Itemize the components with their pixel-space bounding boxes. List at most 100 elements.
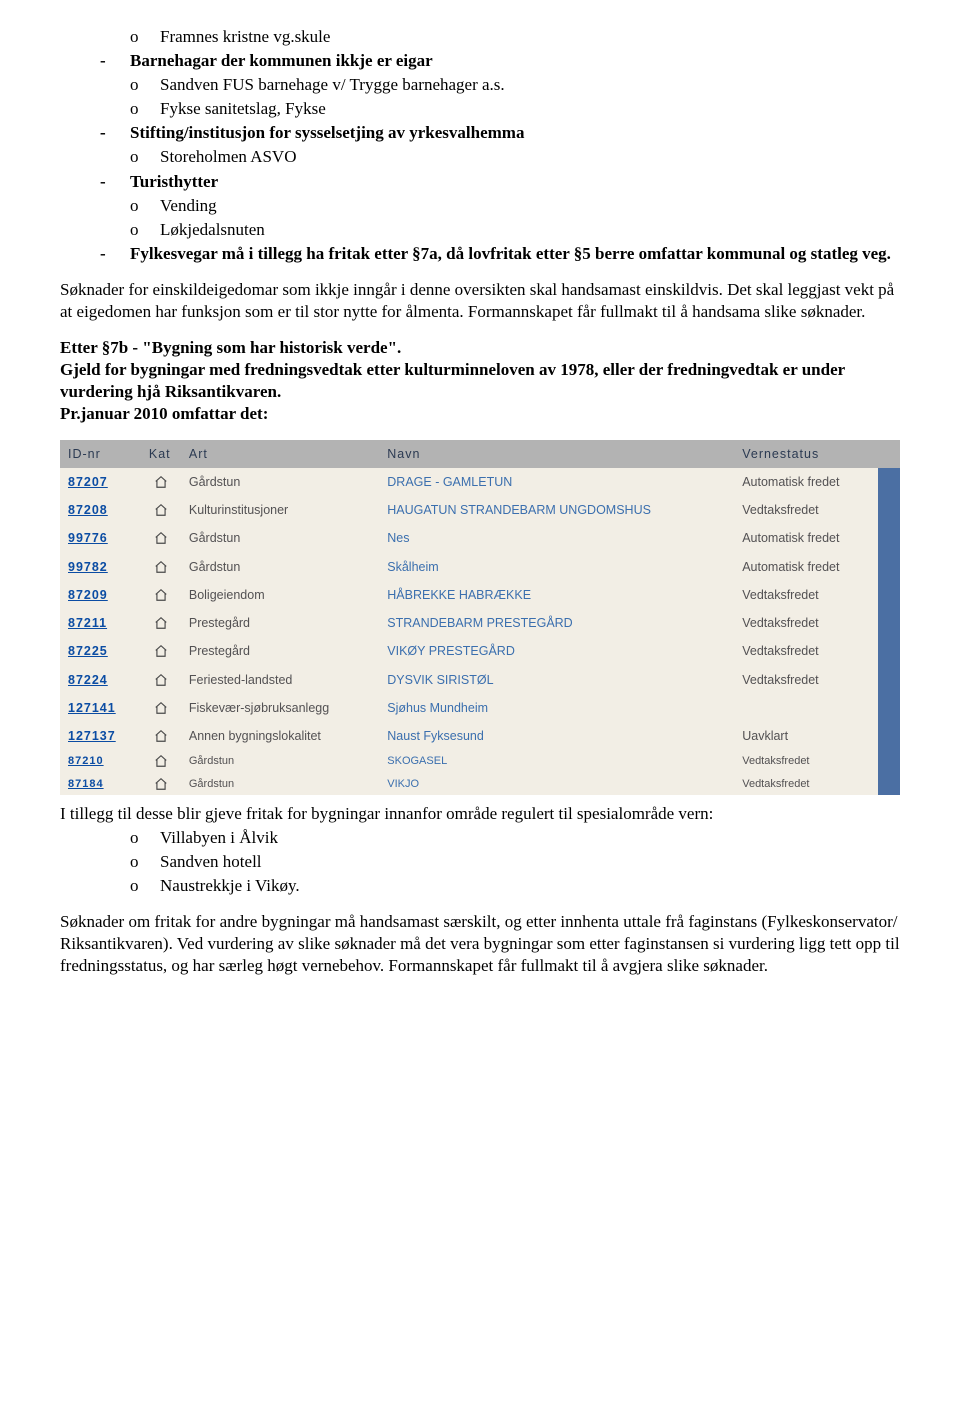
house-icon xyxy=(149,644,173,658)
list-item: Sandven FUS barnehage v/ Trygge barnehag… xyxy=(60,74,900,96)
house-icon xyxy=(149,673,173,687)
cell-art: Prestegård xyxy=(181,637,379,665)
list-item: Stifting/institusjon for sysselsetjing a… xyxy=(60,122,900,144)
cell-navn: STRANDEBARM PRESTEGÅRD xyxy=(379,609,734,637)
cell-kat xyxy=(141,773,181,795)
cell-status: Automatisk fredet xyxy=(734,468,878,496)
id-link[interactable]: 87224 xyxy=(68,673,108,687)
house-icon xyxy=(149,475,173,489)
house-icon xyxy=(149,777,173,791)
cell-id: 87208 xyxy=(60,496,141,524)
list-item: Turisthytter xyxy=(60,171,900,193)
cell-navn: Naust Fyksesund xyxy=(379,722,734,750)
cell-kat xyxy=(141,496,181,524)
list-item: Barnehagar der kommunen ikkje er eigar xyxy=(60,50,900,72)
table-row: 87208KulturinstitusjonerHAUGATUN STRANDE… xyxy=(60,496,900,524)
id-link[interactable]: 127141 xyxy=(68,701,116,715)
heritage-table: ID-nr Kat Art Navn Vernestatus 87207 Gård… xyxy=(60,440,900,795)
cell-kat xyxy=(141,750,181,772)
id-link[interactable]: 87211 xyxy=(68,616,107,630)
cell-navn: Skålheim xyxy=(379,553,734,581)
id-link[interactable]: 99782 xyxy=(68,560,108,574)
cell-art: Gårdstun xyxy=(181,773,379,795)
cell-navn: VIKJO xyxy=(379,773,734,795)
cell-navn: VIKØY PRESTEGÅRD xyxy=(379,637,734,665)
cell-status: Automatisk fredet xyxy=(734,524,878,552)
section-heading: Etter §7b - "Bygning som har historisk v… xyxy=(60,337,900,425)
cell-kat xyxy=(141,694,181,722)
list-item: Framnes kristne vg.skule xyxy=(60,26,900,48)
house-icon xyxy=(149,701,173,715)
id-link[interactable]: 87184 xyxy=(68,778,104,790)
cell-art: Gårdstun xyxy=(181,750,379,772)
cell-status: Automatisk fredet xyxy=(734,553,878,581)
table-row: 127141Fiskevær-sjøbruksanleggSjøhus Mund… xyxy=(60,694,900,722)
house-icon xyxy=(149,754,173,768)
col-art: Art xyxy=(181,440,379,468)
id-link[interactable]: 87225 xyxy=(68,644,108,658)
cell-bar xyxy=(878,750,900,772)
list-item: Sandven hotell xyxy=(60,851,900,873)
after-table-text: I tillegg til desse blir gjeve fritak fo… xyxy=(60,803,900,825)
cell-id: 87184 xyxy=(60,773,141,795)
paragraph-1: Søknader for einskildeigedomar som ikkje… xyxy=(60,279,900,323)
table-row: 99782GårdstunSkålheimAutomatisk fredet xyxy=(60,553,900,581)
list-item: Naustrekkje i Vikøy. xyxy=(60,875,900,897)
list-item: Fylkesvegar må i tillegg ha fritak etter… xyxy=(60,243,900,265)
cell-id: 87211 xyxy=(60,609,141,637)
cell-bar xyxy=(878,496,900,524)
cell-bar xyxy=(878,609,900,637)
cell-kat xyxy=(141,609,181,637)
cell-status: Vedtaksfredet xyxy=(734,496,878,524)
table-row: 87207GårdstunDRAGE - GAMLETUNAutomatisk … xyxy=(60,468,900,496)
cell-navn: Nes xyxy=(379,524,734,552)
heading-line-2: Gjeld for bygningar med fredningsvedtak … xyxy=(60,360,845,401)
table-row: 99776 GårdstunNesAutomatisk fredet xyxy=(60,524,900,552)
cell-kat xyxy=(141,468,181,496)
cell-art: Annen bygningslokalitet xyxy=(181,722,379,750)
cell-bar xyxy=(878,694,900,722)
list-item: Villabyen i Ålvik xyxy=(60,827,900,849)
cell-art: Kulturinstitusjoner xyxy=(181,496,379,524)
id-link[interactable]: 87210 xyxy=(68,755,104,767)
table-body: 87207GårdstunDRAGE - GAMLETUNAutomatisk … xyxy=(60,468,900,795)
cell-kat xyxy=(141,553,181,581)
cell-id: 99782 xyxy=(60,553,141,581)
table-row: 127137 Annen bygningslokalitetNaust Fykse… xyxy=(60,722,900,750)
cell-id: 127141 xyxy=(60,694,141,722)
cell-art: Prestegård xyxy=(181,609,379,637)
house-icon xyxy=(149,503,173,517)
table-row: 87211PrestegårdSTRANDEBARM PRESTEGÅRDVed… xyxy=(60,609,900,637)
cell-art: Gårdstun xyxy=(181,524,379,552)
table-row: 87225 PrestegårdVIKØY PRESTEGÅRDVedtaksfr… xyxy=(60,637,900,665)
cell-bar xyxy=(878,666,900,694)
cell-bar xyxy=(878,581,900,609)
cell-id: 87209 xyxy=(60,581,141,609)
cell-status: Vedtaksfredet xyxy=(734,666,878,694)
table-header-row: ID-nr Kat Art Navn Vernestatus xyxy=(60,440,900,468)
cell-id: 87207 xyxy=(60,468,141,496)
cell-bar xyxy=(878,553,900,581)
id-link[interactable]: 87209 xyxy=(68,588,108,602)
cell-kat xyxy=(141,666,181,694)
cell-bar xyxy=(878,524,900,552)
cell-kat xyxy=(141,722,181,750)
cell-status: Uavklart xyxy=(734,722,878,750)
top-bullet-list: Framnes kristne vg.skuleBarnehagar der k… xyxy=(60,26,900,265)
cell-bar xyxy=(878,773,900,795)
id-link[interactable]: 87208 xyxy=(68,503,108,517)
id-link[interactable]: 127137 xyxy=(68,729,116,743)
cell-status: Vedtaksfredet xyxy=(734,637,878,665)
id-link[interactable]: 87207 xyxy=(68,475,108,489)
cell-art: Feriested-landsted xyxy=(181,666,379,694)
cell-status: Vedtaksfredet xyxy=(734,581,878,609)
id-link[interactable]: 99776 xyxy=(68,531,108,545)
cell-kat xyxy=(141,524,181,552)
cell-status xyxy=(734,694,878,722)
cell-art: Gårdstun xyxy=(181,468,379,496)
heading-line-1: Etter §7b - "Bygning som har historisk v… xyxy=(60,338,401,357)
house-icon xyxy=(149,531,173,545)
heritage-table-wrap: ID-nr Kat Art Navn Vernestatus 87207 Gård… xyxy=(60,440,900,795)
table-row: 87224Feriested-landstedDYSVIK SIRISTØLVe… xyxy=(60,666,900,694)
paragraph-end: Søknader om fritak for andre bygningar m… xyxy=(60,911,900,977)
